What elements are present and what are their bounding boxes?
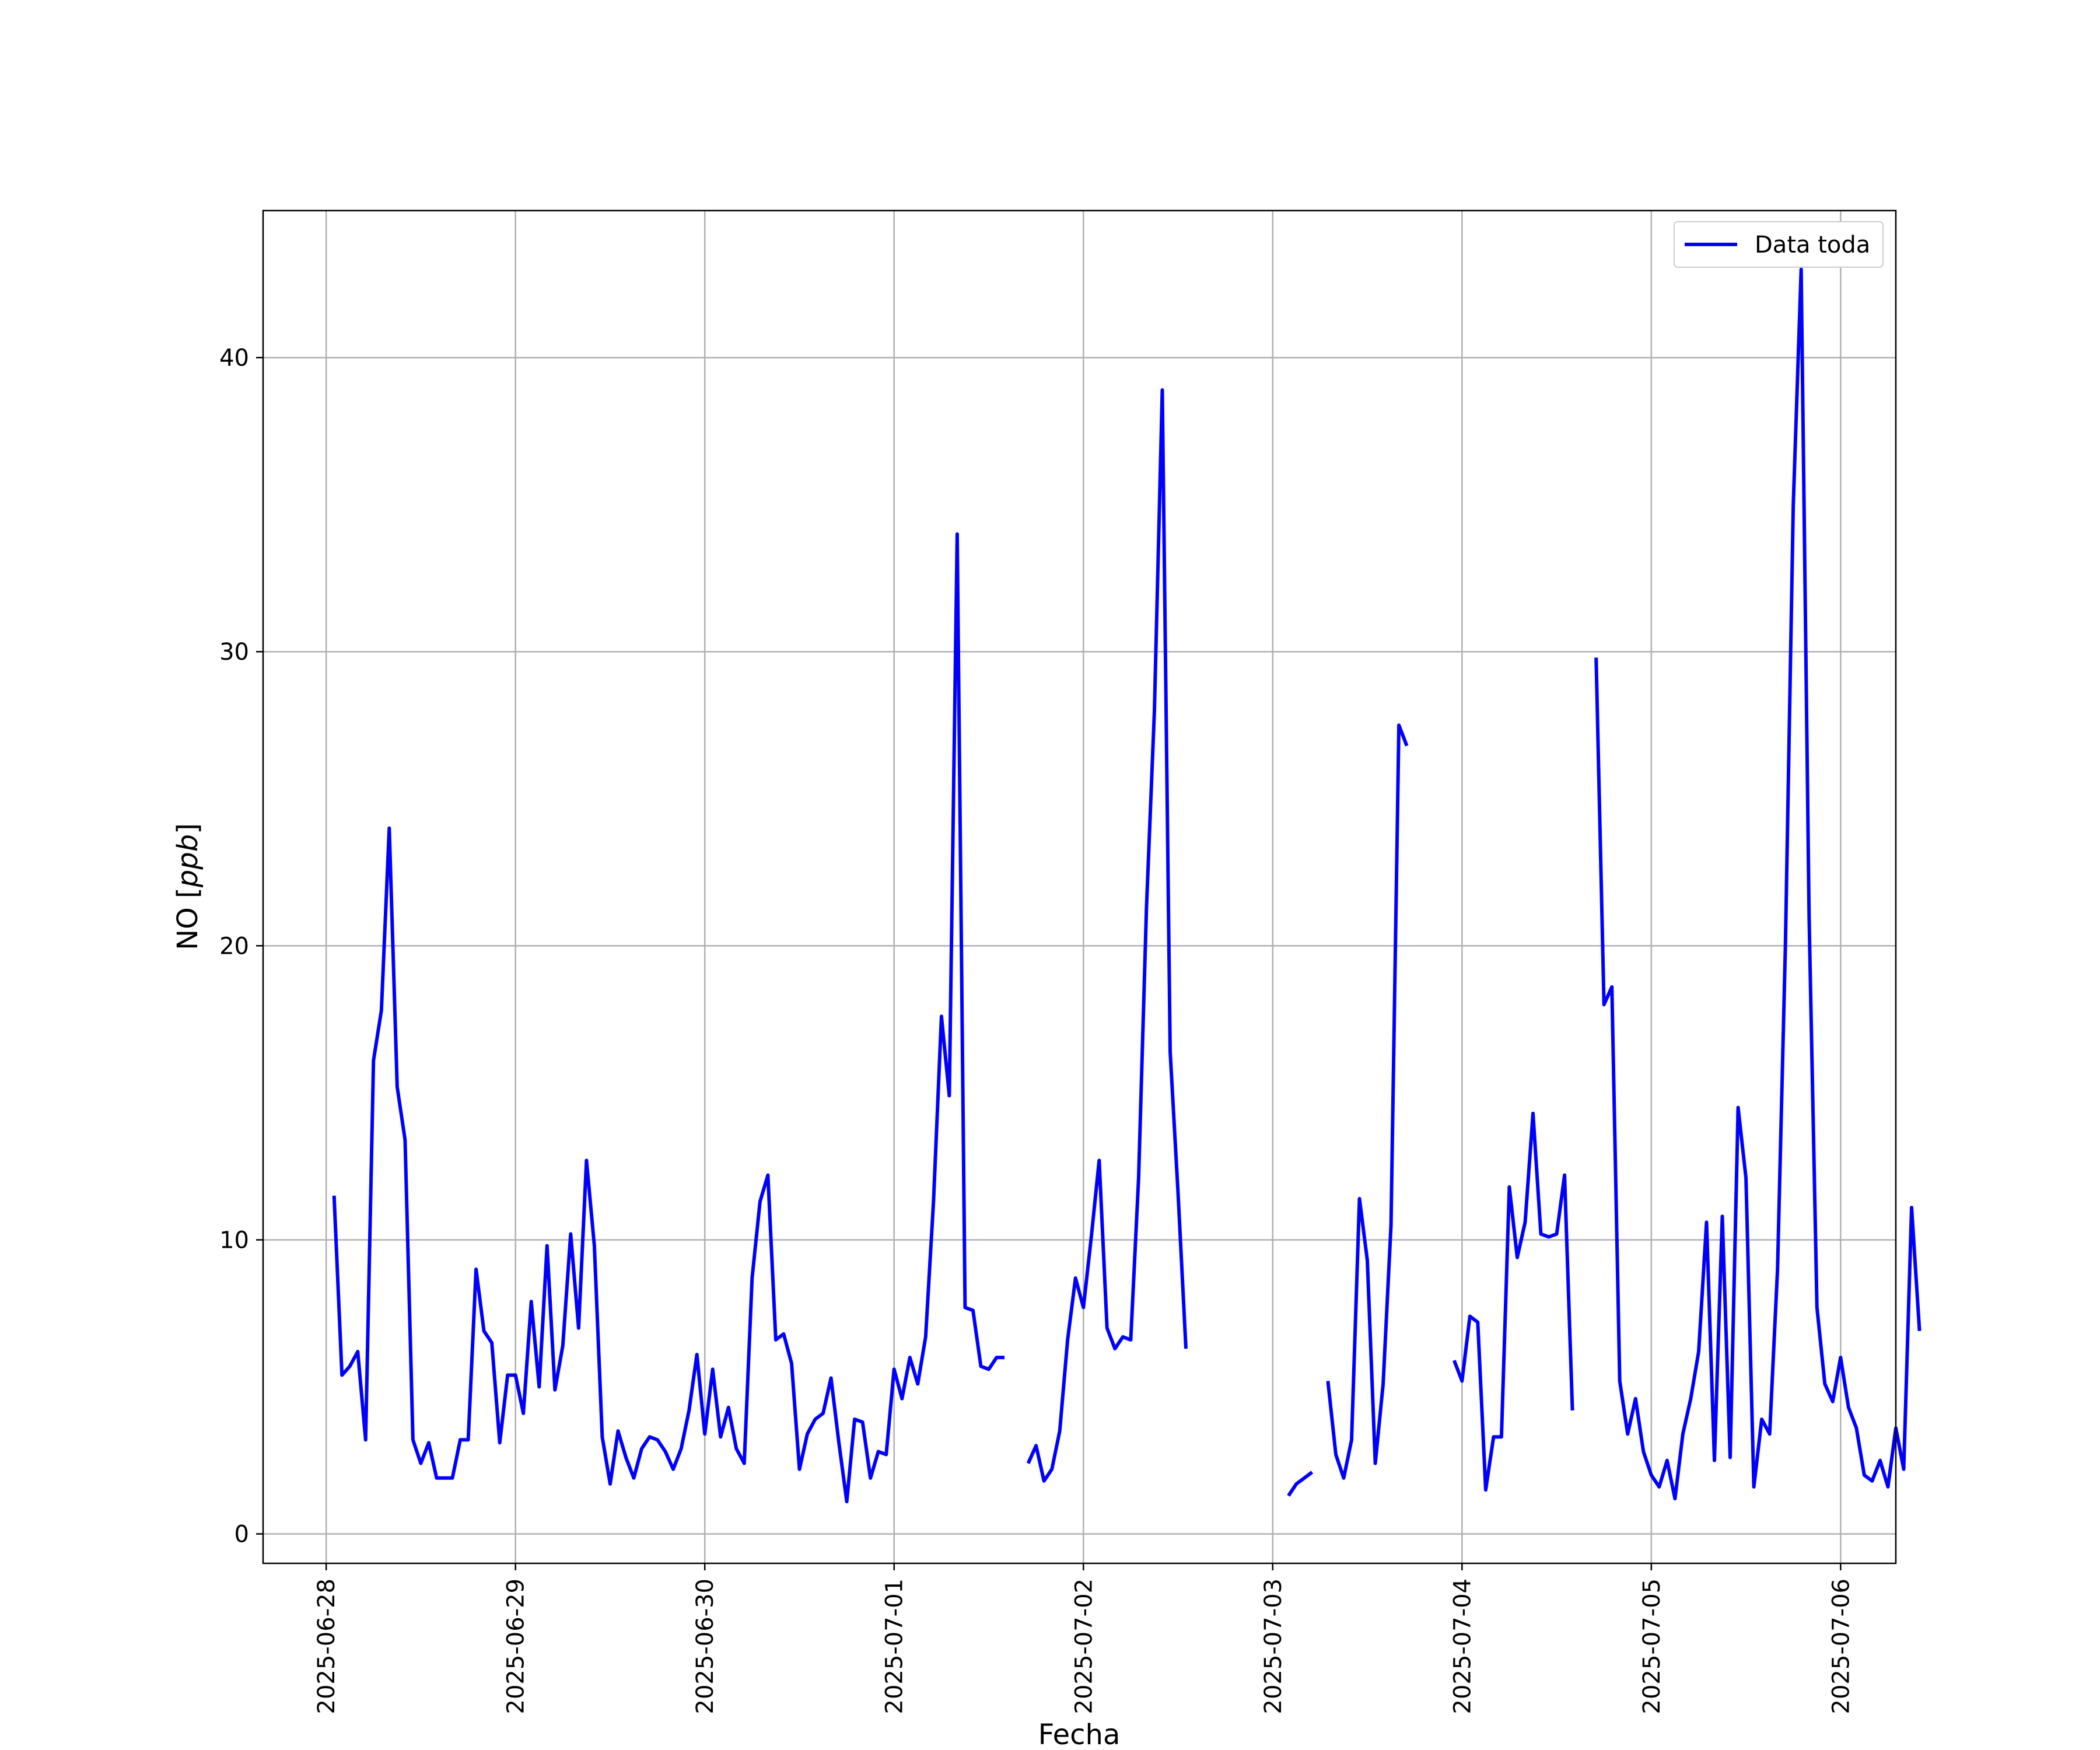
series-line-segment (1326, 723, 1409, 1480)
y-tick-label: 40 (219, 345, 249, 372)
x-tick-label: 2025-07-02 (1070, 1578, 1097, 1714)
series-line-segment (1594, 267, 1922, 1501)
x-tick-label: 2025-07-03 (1260, 1578, 1287, 1714)
grid (263, 211, 1896, 1563)
series-line-segment (1287, 1471, 1314, 1497)
plot-frame (262, 209, 1897, 1564)
x-tick-label: 2025-07-05 (1639, 1578, 1665, 1714)
y-tick-label: 20 (219, 933, 249, 960)
series-line-segment (1452, 1111, 1574, 1492)
x-tick-label: 2025-07-01 (881, 1578, 908, 1714)
x-tick-label: 2025-06-29 (503, 1578, 530, 1714)
y-tick-label: 10 (219, 1227, 249, 1254)
x-axis-label: Fecha (1038, 1718, 1121, 1750)
x-tick-label: 2025-07-04 (1449, 1578, 1476, 1714)
y-axis-label-unit: ppb (172, 834, 204, 888)
series-line-segment (332, 532, 1005, 1504)
y-tick-label: 30 (219, 639, 249, 666)
series-lines (332, 267, 1922, 1504)
x-tick-label: 2025-06-30 (692, 1578, 719, 1714)
legend: Data toda (1674, 221, 1884, 268)
x-axis: 2025-06-28 2025-06-29 2025-06-30 2025-07-01… (313, 1563, 1854, 1714)
y-axis-label-quantity: NO (172, 907, 204, 950)
series-line-segment (1026, 388, 1188, 1483)
x-tick-label: 2025-07-06 (1828, 1578, 1854, 1714)
legend-label: Data toda (1755, 232, 1870, 258)
x-tick-label: 2025-06-28 (313, 1578, 340, 1714)
y-axis: 0 10 20 30 40 (219, 345, 263, 1548)
y-axis-label: NO [ppb] (172, 823, 204, 950)
legend-box (1674, 221, 1884, 268)
y-tick-label: 0 (235, 1521, 249, 1548)
